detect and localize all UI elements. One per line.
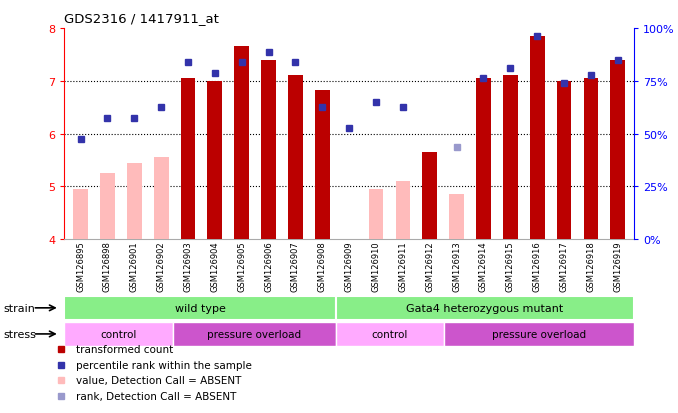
Bar	[64, 296, 336, 320]
Text: control: control	[372, 329, 408, 339]
Bar	[288, 76, 303, 240]
Text: stress: stress	[3, 329, 36, 339]
Bar	[261, 61, 276, 240]
Text: GDS2316 / 1417911_at: GDS2316 / 1417911_at	[64, 12, 219, 25]
Bar	[173, 322, 336, 346]
Bar	[503, 76, 518, 240]
Bar	[444, 322, 634, 346]
Bar	[315, 91, 330, 240]
Bar	[610, 61, 625, 240]
Text: strain: strain	[3, 303, 35, 313]
Bar	[369, 190, 384, 240]
Bar	[395, 182, 410, 240]
Bar	[180, 79, 195, 240]
Bar	[73, 190, 88, 240]
Text: control: control	[100, 329, 137, 339]
Bar	[154, 158, 169, 240]
Bar	[235, 47, 249, 240]
Text: pressure overload: pressure overload	[492, 329, 586, 339]
Text: percentile rank within the sample: percentile rank within the sample	[76, 360, 252, 370]
Text: value, Detection Call = ABSENT: value, Detection Call = ABSENT	[76, 375, 241, 385]
Bar	[127, 163, 142, 240]
Bar	[476, 79, 491, 240]
Text: wild type: wild type	[174, 303, 226, 313]
Text: pressure overload: pressure overload	[207, 329, 301, 339]
Bar	[336, 296, 634, 320]
Bar	[584, 79, 599, 240]
Text: Gata4 heterozygous mutant: Gata4 heterozygous mutant	[406, 303, 563, 313]
Bar	[64, 322, 173, 346]
Text: rank, Detection Call = ABSENT: rank, Detection Call = ABSENT	[76, 391, 237, 401]
Bar	[530, 37, 544, 240]
Text: transformed count: transformed count	[76, 344, 173, 354]
Bar	[100, 174, 115, 240]
Bar	[422, 153, 437, 240]
Bar	[450, 195, 464, 240]
Bar	[336, 322, 444, 346]
Bar	[207, 82, 222, 240]
Bar	[557, 82, 572, 240]
